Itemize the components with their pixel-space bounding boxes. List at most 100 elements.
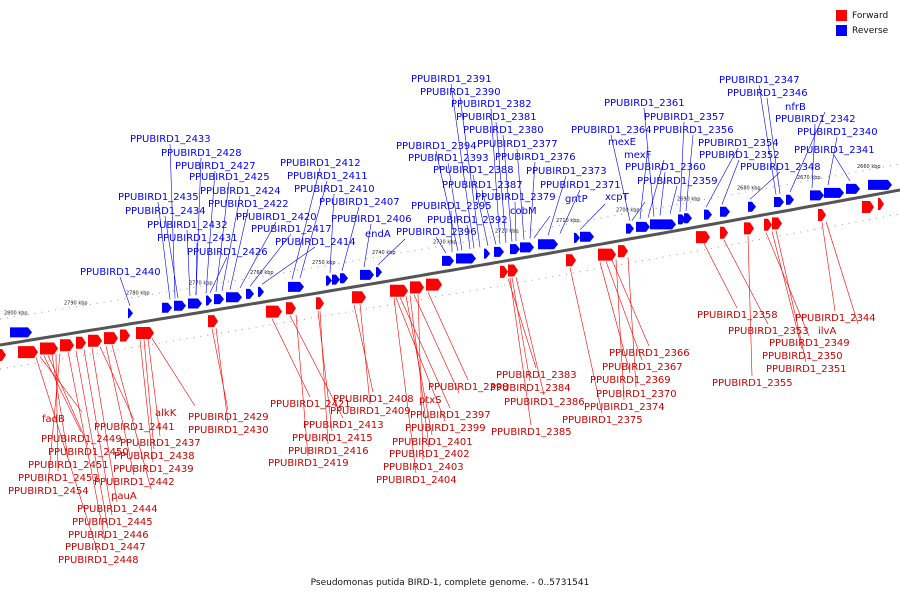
reverse-gene-label: PPUBIRD1_2396 — [396, 227, 477, 238]
reverse-gene-label: PPUBIRD1_2388 — [433, 165, 514, 176]
reverse-gene-label: PPUBIRD1_2406 — [331, 214, 412, 225]
reverse-gene-label: PPUBIRD1_2348 — [740, 162, 821, 173]
forward-gene-label: PPUBIRD1_2409 — [330, 406, 411, 417]
forward-connector — [215, 327, 229, 424]
gene-features — [0, 179, 892, 361]
reverse-gene-feature — [288, 281, 304, 292]
forward-gene-label: PPUBIRD1_2402 — [389, 449, 470, 460]
reverse-gene-feature — [456, 253, 476, 264]
forward-gene-feature — [566, 254, 576, 267]
reverse-connector — [647, 159, 665, 218]
forward-gene-feature — [390, 284, 408, 297]
forward-gene-label: PPUBIRD1_2349 — [769, 338, 850, 349]
reverse-gene-label: PPUBIRD1_2382 — [451, 99, 532, 110]
scale-tick-label: 2740 kbp — [372, 250, 396, 256]
forward-gene-feature — [76, 336, 86, 349]
reverse-connector — [643, 107, 655, 217]
reverse-gene-feature — [246, 288, 254, 299]
forward-connector — [271, 318, 311, 398]
forward-gene-label: PPUBIRD1_2448 — [58, 555, 139, 566]
forward-connector — [771, 231, 803, 350]
legend: Forward Reverse — [836, 8, 888, 38]
reverse-gene-label: PPUBIRD1_2440 — [80, 267, 161, 278]
reverse-gene-feature — [520, 242, 534, 253]
forward-gene-feature — [598, 248, 616, 261]
reverse-gene-label: PPUBIRD1_2347 — [719, 75, 800, 86]
reverse-gene-label: PPUBIRD1_2342 — [775, 114, 856, 125]
forward-gene-label: PPUBIRD1_2401 — [392, 437, 473, 448]
reverse-connector — [827, 136, 838, 186]
forward-gene-feature — [60, 339, 74, 352]
forward-gene-label: PPUBIRD1_2429 — [188, 412, 269, 423]
forward-connector — [409, 295, 430, 448]
forward-connector — [393, 298, 417, 474]
forward-gene-feature — [120, 329, 130, 342]
forward-connector — [821, 222, 836, 312]
reverse-gene-feature — [226, 292, 242, 303]
forward-connector — [91, 348, 118, 503]
reverse-gene-label: PPUBIRD1_2392 — [427, 215, 508, 226]
reverse-gene-feature — [810, 190, 824, 201]
reverse-connector — [249, 233, 292, 287]
reverse-gene-label: PPUBIRD1_2364 — [571, 125, 652, 136]
reverse-connector — [205, 170, 216, 294]
forward-connector — [599, 262, 631, 374]
scale-tick-label: 2660 kbp — [857, 164, 881, 170]
forward-connector — [611, 260, 650, 347]
forward-connector — [507, 278, 537, 369]
reverse-gene-feature — [786, 194, 794, 205]
reverse-connector — [559, 189, 581, 234]
legend-reverse: Reverse — [836, 23, 888, 38]
reverse-gene-feature — [360, 269, 374, 280]
reverse-gene-label: PPUBIRD1_2434 — [125, 206, 206, 217]
forward-gene-label: PPUBIRD1_2441 — [94, 422, 175, 433]
forward-connector — [509, 278, 532, 426]
forward-gene-label: ilvA — [818, 326, 836, 337]
reverse-connector — [490, 108, 501, 244]
forward-connector — [353, 304, 374, 393]
forward-connector — [825, 221, 859, 325]
reverse-connector — [341, 206, 360, 271]
forward-gene-feature — [266, 305, 282, 318]
forward-connector — [211, 328, 229, 411]
reverse-gene-feature — [846, 183, 860, 194]
reverse-gene-label: mexF — [624, 150, 652, 161]
reverse-connector — [435, 236, 447, 254]
reverse-connector — [363, 223, 372, 268]
reverse-gene-label: PPUBIRD1_2394 — [396, 141, 477, 152]
forward-gene-label: PPUBIRD1_2416 — [288, 446, 369, 457]
forward-connector — [359, 303, 371, 405]
forward-gene-feature — [720, 226, 728, 239]
reverse-connector — [610, 134, 631, 221]
reverse-gene-label: PPUBIRD1_2371 — [540, 180, 621, 191]
forward-connector — [317, 310, 333, 432]
forward-gene-label: fadB — [42, 414, 65, 425]
scale-tick-label: 2800 kbp — [4, 310, 28, 316]
forward-connector — [627, 257, 637, 388]
forward-connector — [427, 292, 469, 381]
forward-gene-label: PPUBIRD1_2358 — [697, 310, 778, 321]
reverse-connector — [472, 174, 489, 246]
forward-gene-label: PPUBIRD1_2451 — [28, 460, 109, 471]
reverse-connector — [221, 195, 241, 291]
reverse-gene-label: PPUBIRD1_2379 — [475, 192, 556, 203]
forward-gene-feature — [426, 278, 442, 291]
forward-connector — [569, 267, 603, 414]
genome-caption: Pseudomonas putida BIRD-1, complete geno… — [310, 578, 590, 588]
reverse-gene-feature — [868, 179, 892, 190]
reverse-connector — [261, 246, 316, 285]
reverse-gene-label: PPUBIRD1_2377 — [477, 139, 558, 150]
reverse-gene-label: PPUBIRD1_2357 — [644, 112, 725, 123]
reverse-gene-label: PPUBIRD1_2411 — [287, 171, 368, 182]
forward-gene-label: PPUBIRD1_2397 — [410, 410, 491, 421]
reverse-gene-feature — [538, 239, 558, 250]
forward-gene-label: PPUBIRD1_2399 — [405, 423, 486, 434]
reverse-connector — [533, 215, 551, 239]
reverse-gene-label: gntP — [565, 194, 588, 205]
reverse-gene-label: PPUBIRD1_2361 — [604, 98, 685, 109]
reverse-gene-feature — [748, 201, 756, 212]
forward-gene-feature — [862, 200, 874, 213]
forward-connector — [147, 338, 161, 437]
forward-connector — [35, 357, 99, 554]
legend-forward-label: Forward — [852, 10, 889, 21]
